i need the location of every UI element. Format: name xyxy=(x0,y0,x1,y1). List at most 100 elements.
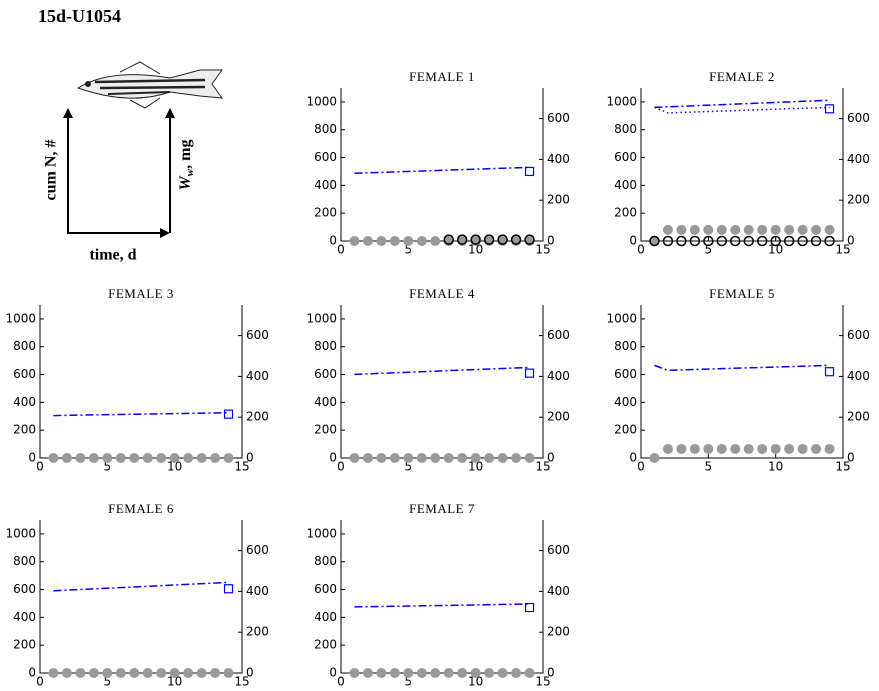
axes xyxy=(39,305,243,459)
y-tick-label: 1000 xyxy=(5,526,36,540)
y2-tick-label: 0 xyxy=(847,234,855,248)
data-point xyxy=(403,453,414,463)
data-point xyxy=(703,224,714,235)
y-tick-label: 200 xyxy=(314,423,337,437)
y-tick-label: 400 xyxy=(314,395,337,409)
x-tick-label: 10 xyxy=(768,460,783,474)
y-tick-label: 600 xyxy=(314,367,337,381)
data-point xyxy=(169,453,180,463)
y-tick-label: 600 xyxy=(13,367,36,381)
y2-tick-label: 200 xyxy=(246,410,269,424)
data-point xyxy=(770,443,781,454)
y2-tick-label: 600 xyxy=(547,111,570,125)
data-point xyxy=(142,453,153,463)
weight-line xyxy=(354,366,530,376)
panel: FEMALE 6 0 200 400 600 800 1000 0 200 400 600 0 5 10 1… xyxy=(5,501,268,689)
y-tick-label: 400 xyxy=(314,178,337,192)
data-point xyxy=(824,224,835,235)
y2-tick-label: 600 xyxy=(246,543,269,557)
data-point xyxy=(223,409,234,419)
y2-tick-label: 400 xyxy=(547,584,570,598)
data-point xyxy=(457,453,468,463)
data-point xyxy=(443,668,454,678)
data-point xyxy=(510,234,522,245)
x-tick-label: 10 xyxy=(468,460,483,474)
data-point xyxy=(730,443,741,454)
data-point xyxy=(156,453,167,463)
data-point xyxy=(389,668,400,678)
data-point xyxy=(797,235,808,247)
y-tick-label: 400 xyxy=(13,610,36,624)
x-tick-label: 15 xyxy=(535,243,550,257)
data-point xyxy=(183,668,194,678)
y2-tick-label: 600 xyxy=(847,111,870,125)
data-point xyxy=(743,224,754,235)
data-point xyxy=(75,453,86,463)
x-tick-label: 0 xyxy=(337,243,345,257)
label-part: , mg xyxy=(177,140,194,169)
y-tick-label: 800 xyxy=(314,122,337,136)
data-point xyxy=(524,668,535,678)
data-point xyxy=(662,235,674,247)
weight-line xyxy=(654,364,830,372)
data-point xyxy=(824,367,835,377)
y-tick-label: 200 xyxy=(314,206,337,220)
data-point xyxy=(129,668,140,678)
y-tick-label: 600 xyxy=(314,582,337,596)
data-point xyxy=(770,224,781,235)
data-point xyxy=(430,453,441,463)
data-point xyxy=(376,453,387,463)
data-point xyxy=(457,668,468,678)
data-point xyxy=(716,443,727,454)
y2-tick-label: 200 xyxy=(547,193,570,207)
data-point xyxy=(757,443,768,454)
x-tick-label: 15 xyxy=(535,675,550,689)
data-point xyxy=(349,668,360,678)
data-point xyxy=(456,234,468,245)
data-point xyxy=(403,668,414,678)
data-point xyxy=(102,453,113,463)
data-point xyxy=(662,443,673,454)
data-point xyxy=(730,224,741,235)
data-point xyxy=(223,584,234,594)
data-point xyxy=(743,235,754,247)
data-point xyxy=(416,668,427,678)
data-point xyxy=(811,443,822,454)
data-point xyxy=(797,443,808,454)
y-tick-label: 400 xyxy=(614,178,637,192)
data-point xyxy=(61,453,72,463)
data-point xyxy=(349,453,360,463)
data-point xyxy=(484,668,495,678)
panel: FEMALE 3 0 200 400 600 800 1000 0 200 400 600 0 5 10 1… xyxy=(5,286,268,474)
panel-title: FEMALE 6 xyxy=(108,501,174,516)
legend-ylabel: cum N, # xyxy=(43,140,60,201)
data-point xyxy=(524,453,535,463)
x-tick-label: 0 xyxy=(337,675,345,689)
data-point xyxy=(649,453,660,463)
data-point xyxy=(61,668,72,678)
legend-xlabel: time, d xyxy=(89,247,136,264)
y2-tick-label: 400 xyxy=(847,152,870,166)
data-point xyxy=(223,453,234,463)
x-tick-label: 5 xyxy=(405,243,413,257)
data-point xyxy=(824,235,835,247)
y-tick-label: 600 xyxy=(614,150,637,164)
fish-icon xyxy=(76,61,224,109)
panel-title: FEMALE 4 xyxy=(409,286,475,301)
data-point xyxy=(376,668,387,678)
weight-line xyxy=(53,581,229,592)
y-tick-label: 800 xyxy=(614,339,637,353)
data-point xyxy=(689,443,700,454)
y-tick-label: 200 xyxy=(314,638,337,652)
y-tick-label: 1000 xyxy=(5,311,36,325)
data-point xyxy=(362,453,373,463)
x-tick-label: 0 xyxy=(637,243,645,257)
data-point xyxy=(497,668,508,678)
y-tick-label: 400 xyxy=(314,610,337,624)
data-point xyxy=(524,602,535,613)
data-point xyxy=(430,668,441,678)
data-point xyxy=(676,224,687,235)
data-point xyxy=(810,235,822,247)
y2-tick-label: 0 xyxy=(547,666,555,680)
